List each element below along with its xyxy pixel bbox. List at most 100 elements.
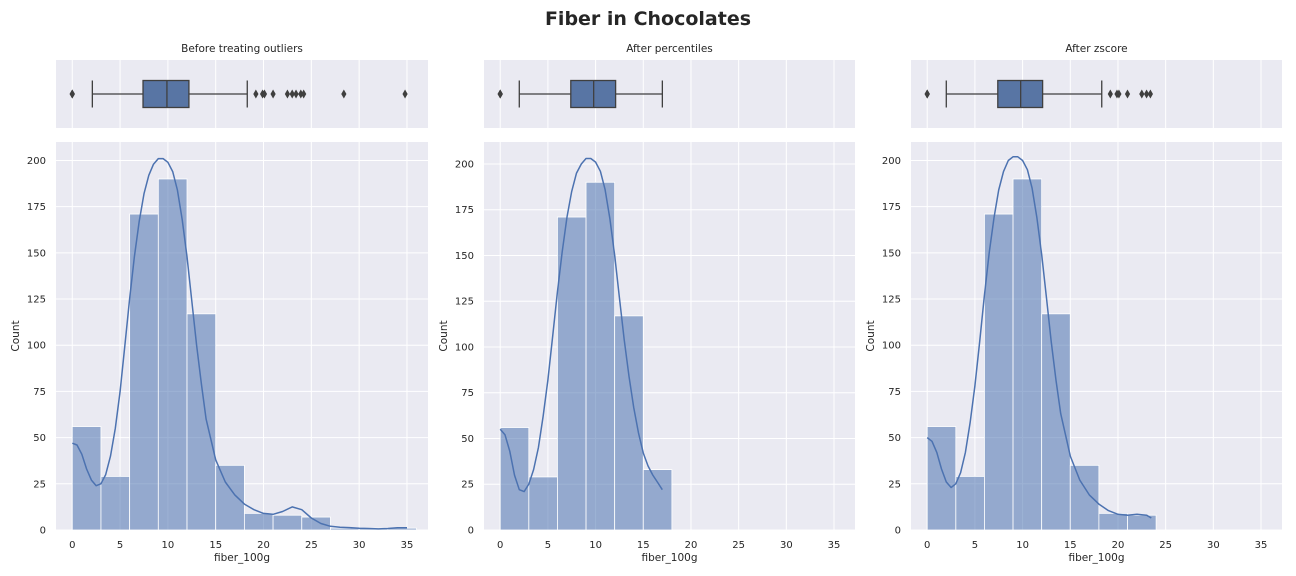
y-tick-label: 25 — [888, 479, 901, 490]
x-tick-label: 15 — [637, 540, 650, 551]
y-tick-label: 75 — [33, 387, 46, 398]
kde-line — [499, 157, 663, 493]
histogram-bar — [1012, 178, 1043, 531]
outlier-point — [301, 89, 307, 99]
outlier-point — [69, 89, 75, 99]
x-tick-label: 0 — [924, 540, 930, 551]
x-tick-label: 5 — [972, 540, 978, 551]
x-tick-label: 5 — [117, 540, 123, 551]
x-axis-label: fiber_100g — [1068, 552, 1124, 564]
histogram-bar — [1069, 464, 1100, 531]
outlier-point — [289, 89, 295, 99]
outlier-point — [293, 89, 299, 99]
y-tick-label: 25 — [461, 480, 474, 491]
histogram-panel: 0 5 10 15 20 25 30 35 0 25 50 75 100 125 150 175 200 fibe… — [10, 142, 428, 564]
y-tick-label: 50 — [33, 433, 46, 444]
y-tick-label: 50 — [461, 434, 474, 445]
y-tick-label: 100 — [882, 341, 901, 352]
y-tick-label: 0 — [895, 526, 901, 537]
x-tick-label: 30 — [1207, 540, 1220, 551]
x-tick-label: 5 — [545, 540, 551, 551]
histogram-bar — [215, 464, 245, 531]
x-tick-label: 30 — [780, 540, 793, 551]
y-tick-label: 150 — [882, 248, 901, 259]
outlier-point — [253, 89, 259, 99]
y-axis-label: Count — [438, 320, 450, 351]
kde-line — [72, 157, 407, 530]
histogram-bar — [926, 426, 957, 531]
y-tick-label: 125 — [455, 297, 474, 308]
y-tick-label: 0 — [468, 526, 474, 537]
histogram-bar — [984, 213, 1014, 531]
histogram-bar — [528, 476, 558, 531]
histogram-bar — [642, 469, 673, 531]
outlier-point — [924, 89, 930, 99]
subplot-1: Before treating outliers 0 5 10 15 20 25 30 35 0 2… — [10, 43, 428, 564]
y-tick-label: 175 — [882, 202, 901, 213]
histogram-bar — [186, 313, 217, 531]
outlier-point — [1124, 89, 1131, 99]
histogram-bar — [301, 516, 331, 531]
y-tick-label: 150 — [455, 251, 474, 262]
y-axis-label: Count — [10, 320, 22, 351]
y-tick-label: 100 — [455, 342, 474, 353]
y-tick-label: 125 — [882, 295, 901, 306]
y-tick-label: 75 — [888, 387, 901, 398]
outlier-point — [341, 89, 347, 99]
histogram-bar — [157, 178, 188, 531]
outlier-point — [261, 89, 268, 99]
boxplot-panel: Before treating outliers — [56, 43, 428, 128]
x-tick-label: 30 — [353, 540, 366, 551]
x-tick-label: 35 — [401, 540, 414, 551]
kde-line — [926, 156, 1152, 519]
y-axis-label: Count — [865, 320, 877, 351]
outlier-point — [270, 89, 276, 99]
y-tick-label: 200 — [882, 156, 901, 167]
outlier-point — [1116, 89, 1122, 99]
histogram-bar — [499, 427, 530, 531]
histogram-bar — [71, 426, 102, 531]
x-tick-label: 25 — [305, 540, 318, 551]
x-tick-label: 20 — [685, 540, 698, 551]
histogram-bar — [100, 476, 131, 531]
x-tick-label: 35 — [828, 540, 841, 551]
outlier-point — [1139, 89, 1145, 99]
iqr-box — [142, 79, 190, 109]
x-axis-label: fiber_100g — [214, 552, 270, 564]
outlier-point — [497, 89, 503, 99]
y-tick-label: 200 — [27, 156, 46, 167]
y-tick-label: 25 — [33, 479, 46, 490]
x-tick-label: 10 — [589, 540, 602, 551]
histogram-bar — [129, 213, 159, 531]
histogram-bar — [272, 514, 303, 531]
outlier-point — [1143, 89, 1150, 99]
histogram-bar — [1127, 514, 1157, 531]
histogram-background — [484, 142, 855, 530]
y-tick-label: 175 — [455, 205, 474, 216]
y-tick-label: 75 — [461, 388, 474, 399]
outlier-point — [1107, 89, 1113, 99]
histogram-bar — [557, 216, 587, 531]
histogram-panel: 0 5 10 15 20 25 30 35 0 25 50 75 100 125 150 175 200 fibe… — [438, 142, 855, 564]
y-tick-label: 50 — [888, 433, 901, 444]
boxplot-panel: After percentiles — [484, 43, 855, 128]
x-tick-label: 20 — [1112, 540, 1125, 551]
y-tick-label: 200 — [455, 159, 474, 170]
x-tick-label: 0 — [497, 540, 503, 551]
histogram-bar — [1098, 512, 1128, 531]
histogram-bar — [1041, 313, 1071, 531]
y-tick-label: 100 — [27, 341, 46, 352]
figure-title: Fiber in Chocolates — [544, 8, 752, 30]
histogram-bar — [614, 315, 644, 531]
boxplot-panel: After zscore — [911, 43, 1282, 128]
outlier-point — [284, 89, 291, 99]
subplot-title: Before treating outliers — [181, 43, 303, 55]
outlier-point — [298, 89, 304, 99]
histogram-bar — [585, 181, 616, 531]
x-tick-label: 10 — [162, 540, 175, 551]
x-tick-label: 15 — [1064, 540, 1077, 551]
subplot-2: After percentiles 0 5 10 15 20 25 30 35 0 25 50 75 10… — [438, 43, 855, 564]
x-tick-label: 0 — [69, 540, 75, 551]
y-tick-label: 175 — [27, 202, 46, 213]
x-tick-label: 20 — [257, 540, 270, 551]
